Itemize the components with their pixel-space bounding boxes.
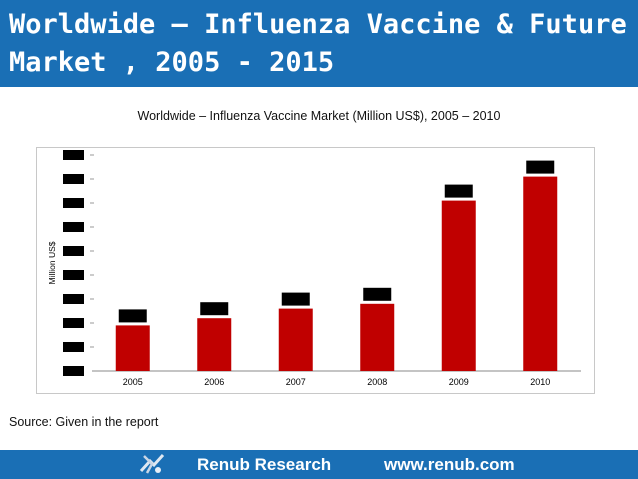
x-tick-label: 2006 <box>204 377 224 387</box>
x-tick-label: 2008 <box>367 377 387 387</box>
bar-value-label-redacted <box>444 184 473 198</box>
title-bar <box>0 0 638 87</box>
source-note: Source: Given in the report <box>9 415 159 429</box>
bar-chart: Million US$ 2005 2006 2007 2008 2009 2010 <box>47 150 581 387</box>
y-tick-label-redacted <box>63 294 84 304</box>
bar <box>115 325 150 371</box>
bar-value-label-redacted <box>118 309 147 323</box>
footer-company: Renub Research <box>197 455 332 474</box>
y-tick-label-redacted <box>63 198 84 208</box>
slide-title-line-2: Market , 2005 - 2015 <box>9 47 335 78</box>
y-tick-label-redacted <box>63 222 84 232</box>
bar-value-label-redacted <box>200 302 229 316</box>
x-tick-label: 2005 <box>123 377 143 387</box>
bar <box>360 303 395 371</box>
bar <box>278 308 313 371</box>
bar-value-label-redacted <box>363 287 392 301</box>
slide-title: Worldwide – Influenza Vaccine & Future M… <box>9 6 629 82</box>
chart-title: Worldwide – Influenza Vaccine Market (Mi… <box>137 109 501 123</box>
y-axis-label: Million US$ <box>47 241 57 284</box>
y-tick-label-redacted <box>63 270 84 280</box>
y-tick-label-redacted <box>63 318 84 328</box>
slide-title-line-1: Worldwide – Influenza Vaccine & Future <box>9 9 627 40</box>
x-tick-label: 2007 <box>286 377 306 387</box>
y-tick-label-redacted <box>63 366 84 376</box>
footer-url[interactable]: www.renub.com <box>384 455 515 474</box>
bar <box>441 200 476 371</box>
bar-value-label-redacted <box>281 292 310 306</box>
x-tick-label: 2010 <box>530 377 550 387</box>
bar <box>197 318 232 371</box>
y-tick-label-redacted <box>63 150 84 160</box>
bar <box>523 176 558 371</box>
footer-bar <box>0 450 638 479</box>
y-tick-label-redacted <box>63 174 84 184</box>
x-tick-label: 2009 <box>449 377 469 387</box>
renub-logo-icon <box>139 453 165 474</box>
y-tick-label-redacted <box>63 246 84 256</box>
y-tick-label-redacted <box>63 342 84 352</box>
bar-value-label-redacted <box>526 160 555 174</box>
